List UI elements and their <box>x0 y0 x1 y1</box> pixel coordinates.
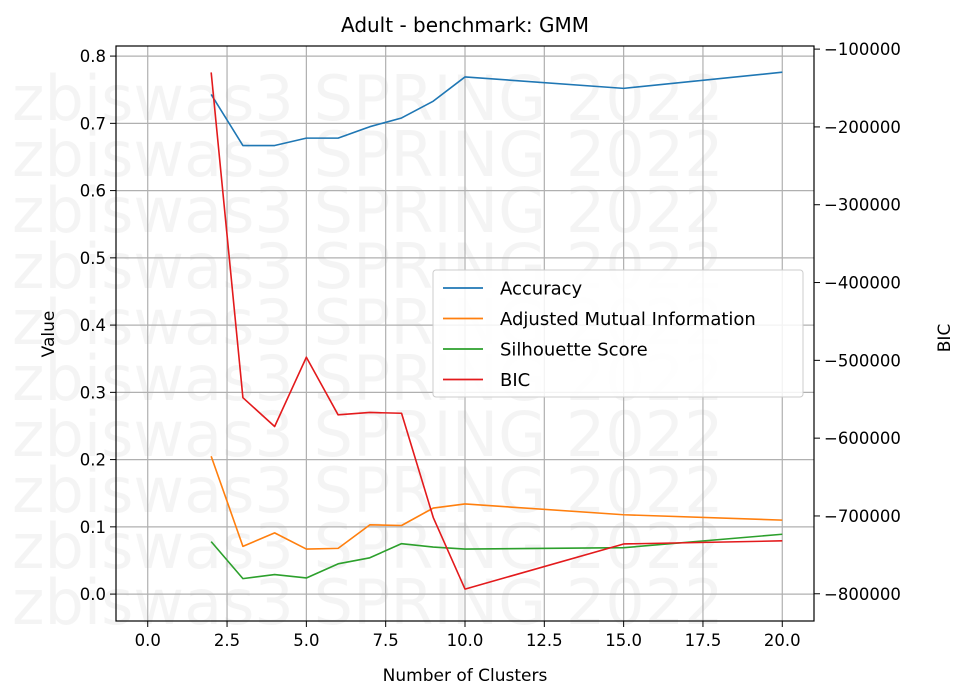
y-axis-left: 0.0 0.1 0.2 0.3 0.4 0.5 0.6 0.7 0.8 <box>80 47 116 604</box>
x-tick-label: 2.5 <box>214 631 240 650</box>
watermark-text: zbiswas3 SPRING 2022 <box>12 174 724 247</box>
legend-box <box>432 269 804 398</box>
y-tick-label: 0.1 <box>80 518 106 537</box>
x-tick-label: 10.0 <box>447 631 484 650</box>
series-line-bic <box>210 72 783 590</box>
y2-tick-label: −400000 <box>824 274 901 293</box>
y2-tick-label: −200000 <box>824 118 901 137</box>
y2-tick-label: −500000 <box>824 351 901 370</box>
x-tick-label: 20.0 <box>764 631 801 650</box>
y-tick-label: 0.0 <box>80 585 106 604</box>
y2-tick-label: −100000 <box>824 40 901 59</box>
y2-tick-label: −800000 <box>824 585 901 604</box>
y-axis-label: Value <box>39 311 59 358</box>
y-tick-label: 0.8 <box>80 47 106 66</box>
legend-label-adjusted-mutual-information: Adjusted Mutual Information <box>500 309 756 330</box>
y-tick-label: 0.4 <box>80 316 106 335</box>
legend-label-bic: BIC <box>500 370 530 391</box>
x-tick-label: 17.5 <box>685 631 722 650</box>
series-line-silhouette-score <box>210 533 783 580</box>
series-line-accuracy <box>210 71 783 147</box>
x-tick-label: 5.0 <box>293 631 319 650</box>
y2-tick-label: −700000 <box>824 507 901 526</box>
y2-axis-label: BIC <box>935 324 955 353</box>
legend: Accuracy Adjusted Mutual Information Silho… <box>432 269 804 398</box>
watermark-text: zbiswas3 SPRING 2022 <box>12 566 724 639</box>
x-tick-label: 15.0 <box>605 631 642 650</box>
grid-lines <box>116 46 814 621</box>
watermark-text: zbiswas3 SPRING 2022 <box>12 398 724 471</box>
chart-title: Adult - benchmark: GMM <box>341 13 589 37</box>
y2-tick-label: −300000 <box>824 196 901 215</box>
y-tick-label: 0.3 <box>80 383 106 402</box>
legend-label-silhouette-score: Silhouette Score <box>500 340 648 361</box>
x-axis-label: Number of Clusters <box>383 666 548 686</box>
series-line-adjusted-mutual-information <box>210 455 783 550</box>
y-tick-label: 0.7 <box>80 114 106 133</box>
x-tick-label: 12.5 <box>526 631 563 650</box>
watermark-text: zbiswas3 SPRING 2022 <box>12 510 724 583</box>
x-tick-label: 7.5 <box>373 631 399 650</box>
watermark-text: zbiswas3 SPRING 2022 <box>12 454 724 527</box>
y-tick-label: 0.5 <box>80 249 106 268</box>
y-tick-label: 0.6 <box>80 182 106 201</box>
x-tick-label: 0.0 <box>135 631 161 650</box>
x-axis: 0.0 2.5 5.0 7.5 10.0 12.5 15.0 17.5 20.0 <box>135 621 801 650</box>
y-axis-right: −800000 −700000 −600000 −500000 −400000 −3000… <box>814 40 901 604</box>
y2-tick-label: −600000 <box>824 429 901 448</box>
watermark-text: zbiswas3 SPRING 2022 <box>12 118 724 191</box>
y-tick-label: 0.2 <box>80 451 106 470</box>
legend-label-accuracy: Accuracy <box>500 279 583 300</box>
series-layer <box>210 71 783 590</box>
